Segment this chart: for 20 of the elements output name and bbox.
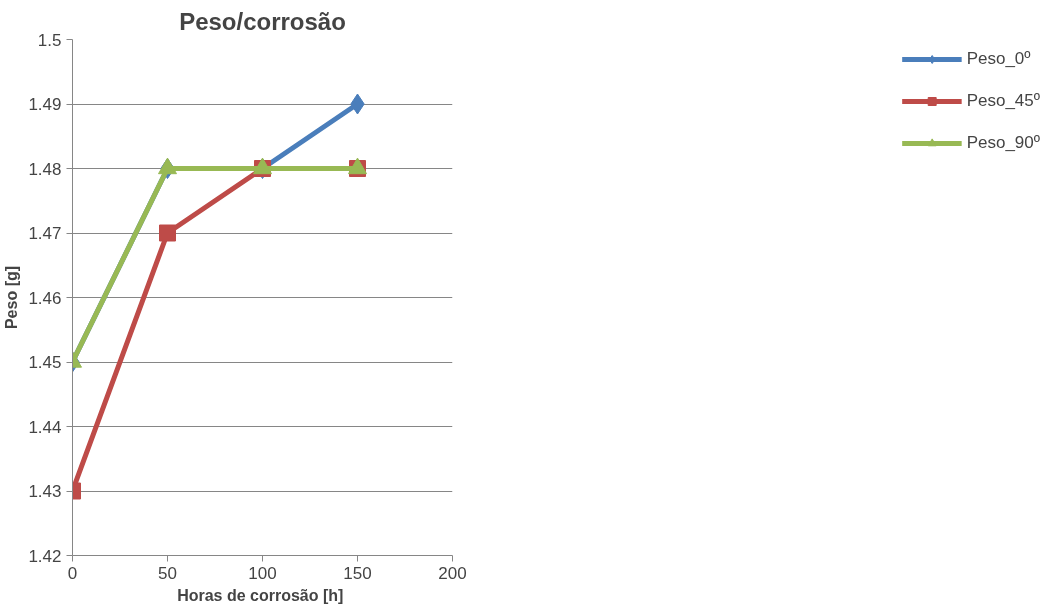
y-axis-title: Peso [g] xyxy=(3,265,21,330)
y-tick-label: 1.49 xyxy=(28,95,62,114)
x-tick-label: 200 xyxy=(438,563,467,583)
x-tick-label: 100 xyxy=(248,563,277,583)
y-tick-label: 1.42 xyxy=(28,546,62,566)
y-tick-label: 1.44 xyxy=(28,417,62,437)
x-tick-label: 150 xyxy=(343,563,372,583)
x-tick-label: 50 xyxy=(158,563,177,583)
y-tick-label: 1.48 xyxy=(28,159,62,179)
legend-label: Peso_45º xyxy=(966,91,1040,111)
legend-label: Peso_90º xyxy=(966,133,1040,153)
y-tick-label: 1.47 xyxy=(28,224,62,243)
x-axis-title: Horas de corrosão [h] xyxy=(177,586,344,604)
y-tick-label: 1.45 xyxy=(28,353,62,372)
x-tick-label: 0 xyxy=(67,563,78,583)
legend-label: Peso_0º xyxy=(966,49,1031,69)
chart-title: Peso/corrosão xyxy=(179,7,346,35)
y-tick-label: 1.43 xyxy=(28,482,62,501)
y-tick-label: 1.5 xyxy=(37,30,62,50)
y-tick-label: 1.46 xyxy=(28,288,62,308)
